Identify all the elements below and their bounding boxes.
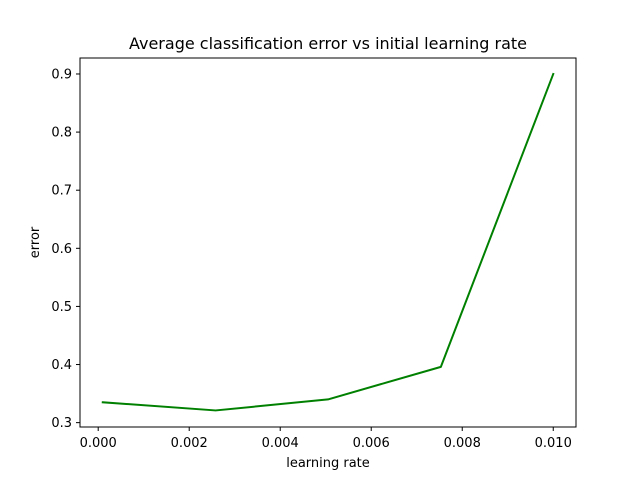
x-tick-label: 0.002	[171, 436, 208, 451]
plot-frame	[79, 57, 577, 428]
y-tick-label: 0.6	[51, 242, 72, 257]
x-tick-label: 0.010	[535, 436, 572, 451]
x-tick-label: 0.000	[80, 436, 117, 451]
series-line-0	[101, 72, 555, 412]
y-tick-label: 0.7	[51, 184, 72, 199]
x-tick-label: 0.006	[353, 436, 390, 451]
y-tick-label: 0.4	[51, 358, 72, 373]
chart-title: Average classification error vs initial …	[129, 34, 527, 53]
x-axis: 0.000 0.002 0.004 0.006 0.008 0.010	[80, 427, 572, 451]
x-tick-label: 0.008	[444, 436, 481, 451]
x-axis-label: learning rate	[286, 456, 370, 471]
y-tick-label: 0.3	[51, 416, 72, 431]
y-axis: 0.3 0.4 0.5 0.6 0.7 0.8 0.9	[51, 67, 80, 431]
y-tick-label: 0.5	[51, 300, 72, 315]
y-axis-label: error	[28, 226, 43, 258]
y-tick-label: 0.8	[51, 126, 72, 141]
x-tick-label: 0.004	[262, 436, 299, 451]
plot-area	[101, 72, 555, 412]
y-tick-label: 0.9	[51, 67, 72, 82]
